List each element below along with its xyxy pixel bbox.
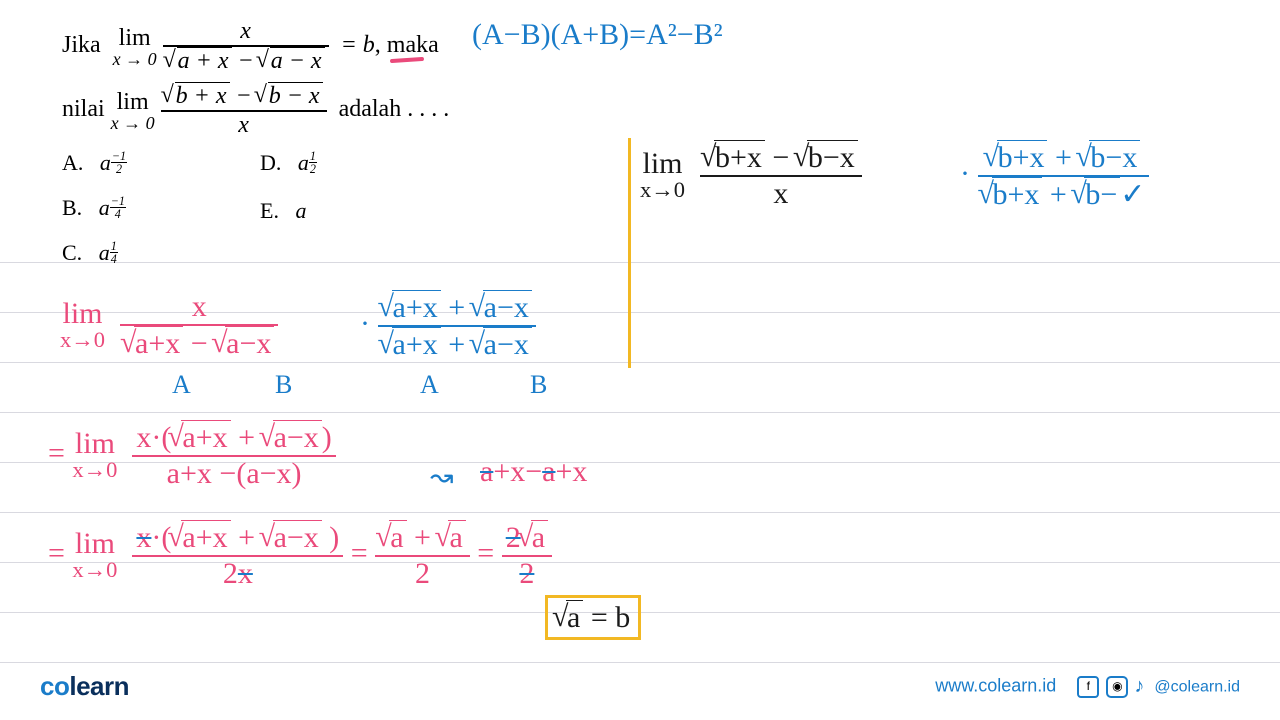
right-step-black: limx→0 b+x − b−x x bbox=[640, 140, 862, 211]
footer: colearn www.colearn.id f ◉ ♪ @colearn.id bbox=[40, 671, 1240, 702]
divider-line bbox=[628, 138, 631, 368]
right-step-blue: · b+x + b−x b+x + b−✓ bbox=[960, 140, 1149, 212]
problem-line1: Jika limx → 0 x a + x − a − x = b, maka bbox=[62, 18, 439, 75]
footer-handle: @colearn.id bbox=[1154, 678, 1240, 695]
identity-note: (A−B)(A+B)=A²−B² bbox=[472, 18, 723, 52]
footer-url: www.colearn.id bbox=[935, 675, 1056, 695]
label-A1: A bbox=[172, 370, 191, 400]
footer-right: www.colearn.id f ◉ ♪ @colearn.id bbox=[935, 675, 1240, 698]
tiktok-icon: ♪ bbox=[1134, 675, 1144, 697]
pink-step1: limx→0 x a+x − a−x bbox=[60, 290, 278, 361]
blue-conjugate: · a+x + a−x a+x + a−x bbox=[360, 290, 536, 362]
whiteboard-page: Jika limx → 0 x a + x − a − x = b, maka … bbox=[0, 0, 1280, 720]
instagram-icon: ◉ bbox=[1106, 676, 1128, 698]
pink-step2: = limx→0 x·(a+x + a−x) a+x −(a−x) bbox=[48, 420, 336, 491]
option-a: A. a−12 bbox=[62, 150, 127, 176]
result-box: a = b bbox=[545, 595, 641, 640]
option-c: C. a14 bbox=[62, 240, 118, 266]
label-A2: A bbox=[420, 370, 439, 400]
facebook-icon: f bbox=[1077, 676, 1099, 698]
expand-text: a+x−a+x bbox=[480, 455, 587, 489]
arrow-expand: ↝ bbox=[430, 460, 453, 494]
option-e: E. a bbox=[260, 198, 306, 224]
problem-line2: nilai limx → 0 b + x − b − x x adalah . … bbox=[62, 82, 449, 139]
pink-step3: = limx→0 x·(a+x + a−x ) 2x = a + a 2 = 2… bbox=[48, 520, 552, 591]
option-d: D. a12 bbox=[260, 150, 317, 176]
logo: colearn bbox=[40, 671, 129, 702]
option-b: B. a−14 bbox=[62, 195, 126, 221]
label-B2: B bbox=[530, 370, 547, 400]
label-B1: B bbox=[275, 370, 292, 400]
